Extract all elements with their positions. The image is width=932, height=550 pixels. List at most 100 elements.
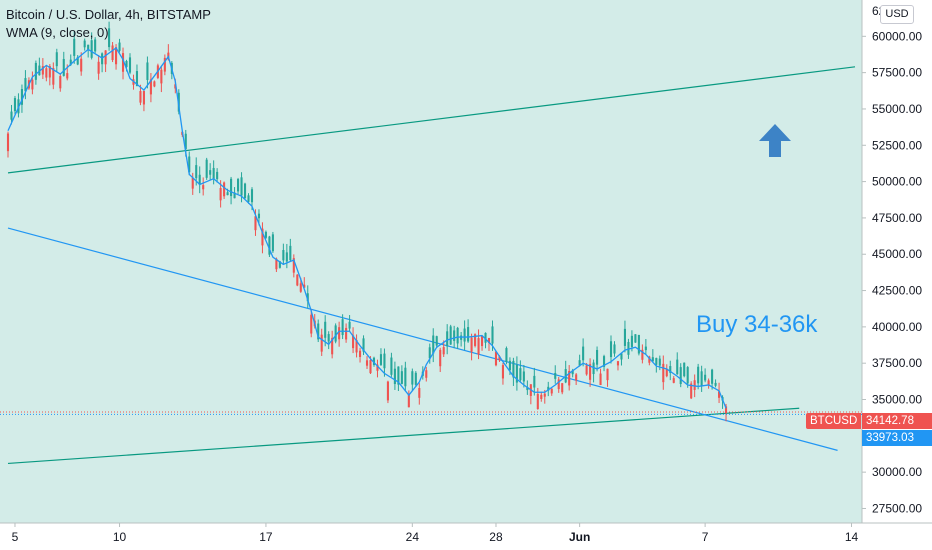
candle-body (561, 383, 564, 393)
candle-body (195, 165, 198, 179)
candle-body (139, 91, 142, 103)
candle-body (404, 367, 407, 387)
time-tick-label: 7 (702, 530, 709, 544)
time-tick-label: 5 (12, 530, 19, 544)
candle-body (386, 381, 389, 401)
candle-body (634, 334, 637, 343)
indicator-label[interactable]: WMA (9, close, 0) (6, 25, 109, 40)
up-arrow-icon (759, 124, 791, 157)
candle-body (250, 189, 254, 203)
candle-body (540, 394, 543, 399)
candle-body (163, 57, 166, 72)
candle-body (474, 334, 477, 346)
price-tick-label: 40000.00 (872, 320, 922, 334)
candle-body (665, 368, 668, 377)
price-tick-label: 60000.00 (872, 29, 922, 43)
candle-body (358, 350, 362, 357)
candle-body (41, 66, 44, 75)
wma-line[interactable] (7, 46, 727, 409)
candle-body (261, 228, 264, 246)
candle-body (400, 371, 403, 384)
trendline-trend_down[interactable] (7, 227, 838, 451)
candle-body (212, 167, 215, 180)
chart-background (0, 0, 862, 523)
candle-body (599, 373, 602, 386)
candle-body (153, 81, 156, 87)
candle-body (724, 406, 728, 414)
candle-body (683, 362, 686, 377)
candle-body (372, 357, 376, 366)
candle-body (118, 42, 121, 51)
candle-body (655, 357, 658, 365)
candle-body (439, 349, 442, 367)
candle-body (676, 359, 679, 375)
last-price-tag: 34142.78 (862, 413, 932, 429)
candle-body (609, 341, 613, 358)
candle-body (191, 177, 194, 189)
candle-body (501, 365, 505, 379)
candle-body (20, 89, 23, 105)
candle-body (115, 47, 118, 65)
candle-body (585, 365, 588, 375)
candle-body (578, 360, 581, 366)
trendline-channel_upper[interactable] (7, 66, 856, 174)
candle-body (596, 349, 599, 365)
candle-body (522, 371, 525, 382)
price-tick-label: 37500.00 (872, 356, 922, 370)
candle-body (296, 274, 299, 286)
candle-body (620, 353, 623, 360)
candle-body (331, 337, 334, 355)
candle-body (87, 44, 90, 50)
candle-body (24, 78, 27, 92)
candle-body (226, 192, 229, 196)
candle-body (508, 360, 511, 371)
candle-body (714, 382, 717, 386)
candle-body (428, 347, 431, 359)
time-axis[interactable]: 5 10 17 24 28 Jun 7 14 (12, 523, 859, 544)
price-tick-label: 42500.00 (872, 284, 922, 298)
candle-body (125, 61, 128, 68)
wma-price-tag: 33973.03 (862, 430, 932, 446)
candle-body (515, 364, 518, 383)
currency-button[interactable]: USD (880, 5, 914, 24)
candle-body (376, 364, 379, 371)
candle-body (209, 170, 212, 175)
trendline-channel_lower[interactable] (7, 407, 800, 465)
candle-body (285, 252, 288, 262)
price-tick-label: 27500.00 (872, 501, 922, 515)
candle-body (505, 348, 508, 362)
candle-body (174, 84, 177, 89)
candle-body (34, 62, 37, 80)
price-tick-label: 45000.00 (872, 247, 922, 261)
candle-body (383, 353, 386, 369)
chart-annotation[interactable]: Buy 34-36k (696, 311, 818, 338)
candle-body (289, 245, 292, 261)
candle-body (700, 371, 703, 386)
candle-body (547, 386, 550, 391)
candle-body (616, 361, 620, 366)
candle-body (219, 188, 222, 201)
candle-body (317, 323, 320, 340)
candle-body (66, 73, 69, 79)
candle-body (6, 133, 10, 152)
candle-body (303, 284, 306, 288)
candle-body (435, 336, 438, 346)
candle-body (345, 327, 348, 340)
candle-body (369, 360, 372, 374)
candle-body (449, 326, 452, 345)
candle-body (568, 370, 571, 386)
chart-legend: Bitcoin / U.S. Dollar, 4h, BITSTAMP WMA … (6, 6, 211, 42)
candle-body (299, 283, 302, 292)
candle-body (202, 185, 205, 190)
candle-body (557, 379, 560, 390)
candle-body (637, 334, 640, 354)
symbol-title[interactable]: Bitcoin / U.S. Dollar, 4h, BITSTAMP (6, 7, 211, 22)
candle-body (644, 346, 647, 351)
candle-body (550, 388, 553, 394)
candle-body (128, 57, 132, 73)
candle-body (669, 366, 672, 373)
candle-body (494, 351, 498, 366)
candle-body (48, 66, 51, 78)
candle-body (536, 394, 539, 409)
